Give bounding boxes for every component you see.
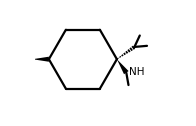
- Polygon shape: [33, 57, 49, 62]
- Polygon shape: [117, 59, 129, 74]
- Text: NH: NH: [129, 67, 145, 77]
